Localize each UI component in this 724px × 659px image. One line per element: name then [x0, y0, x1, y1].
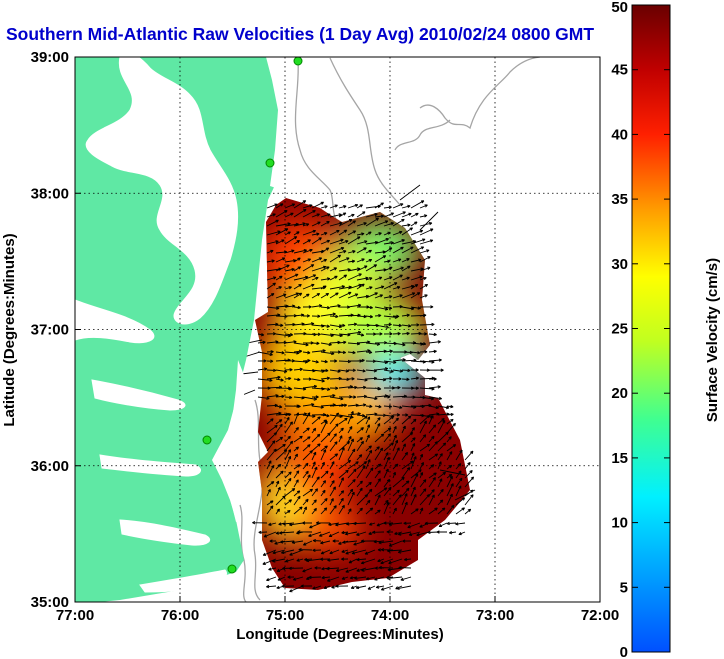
chesapeake-bay: [75, 57, 239, 593]
chart-title: Southern Mid-Atlantic Raw Velocities (1 …: [6, 24, 595, 44]
colorbar-tick-label: 15: [611, 450, 628, 467]
y-tick-label: 38:00: [31, 185, 69, 202]
colorbar-tick-label: 20: [611, 385, 628, 402]
colorbar-tick-label: 10: [611, 515, 628, 532]
station-marker: [227, 564, 237, 574]
colorbar-label: Surface Velocity (cm/s): [704, 258, 721, 422]
colorbar-tick-label: 30: [611, 256, 628, 273]
colorbar-tick-label: 40: [611, 126, 628, 143]
station-marker: [293, 57, 303, 66]
y-tick-label: 39:00: [31, 49, 69, 66]
x-tick-label: 72:00: [581, 607, 619, 624]
x-tick-label: 74:00: [371, 607, 409, 624]
station-markers: [202, 57, 303, 574]
y-tick-label: 36:00: [31, 458, 69, 475]
colorbar-tick-label: 50: [611, 0, 628, 16]
vector-arrows: [207, 184, 476, 593]
station-marker: [202, 435, 212, 445]
x-axis-ticks: 77:00 76:00 75:00 74:00 73:00 72:00: [56, 596, 619, 624]
colorbar-tick-label: 35: [611, 191, 628, 208]
x-tick-label: 73:00: [476, 607, 514, 624]
x-tick-label: 76:00: [161, 607, 199, 624]
colorbar-tick-label: 45: [611, 62, 628, 79]
station-marker: [265, 158, 275, 168]
colorbar-tick-label: 0: [620, 644, 628, 659]
y-axis-label: Latitude (Degrees:Minutes): [1, 233, 18, 426]
y-tick-label: 37:00: [31, 322, 69, 339]
colorbar-tick-label: 25: [611, 321, 628, 338]
x-tick-label: 77:00: [56, 607, 94, 624]
velocity-vectors: [207, 184, 476, 593]
colorbar-tick-label: 5: [620, 579, 628, 596]
grid-lines: [75, 57, 600, 602]
y-axis-ticks: 39:00 38:00 37:00 36:00 35:00: [31, 49, 81, 611]
map-axes: [75, 57, 600, 602]
x-tick-label: 75:00: [266, 607, 304, 624]
x-axis-label: Longitude (Degrees:Minutes): [236, 626, 444, 643]
y-tick-label: 35:00: [31, 594, 69, 611]
